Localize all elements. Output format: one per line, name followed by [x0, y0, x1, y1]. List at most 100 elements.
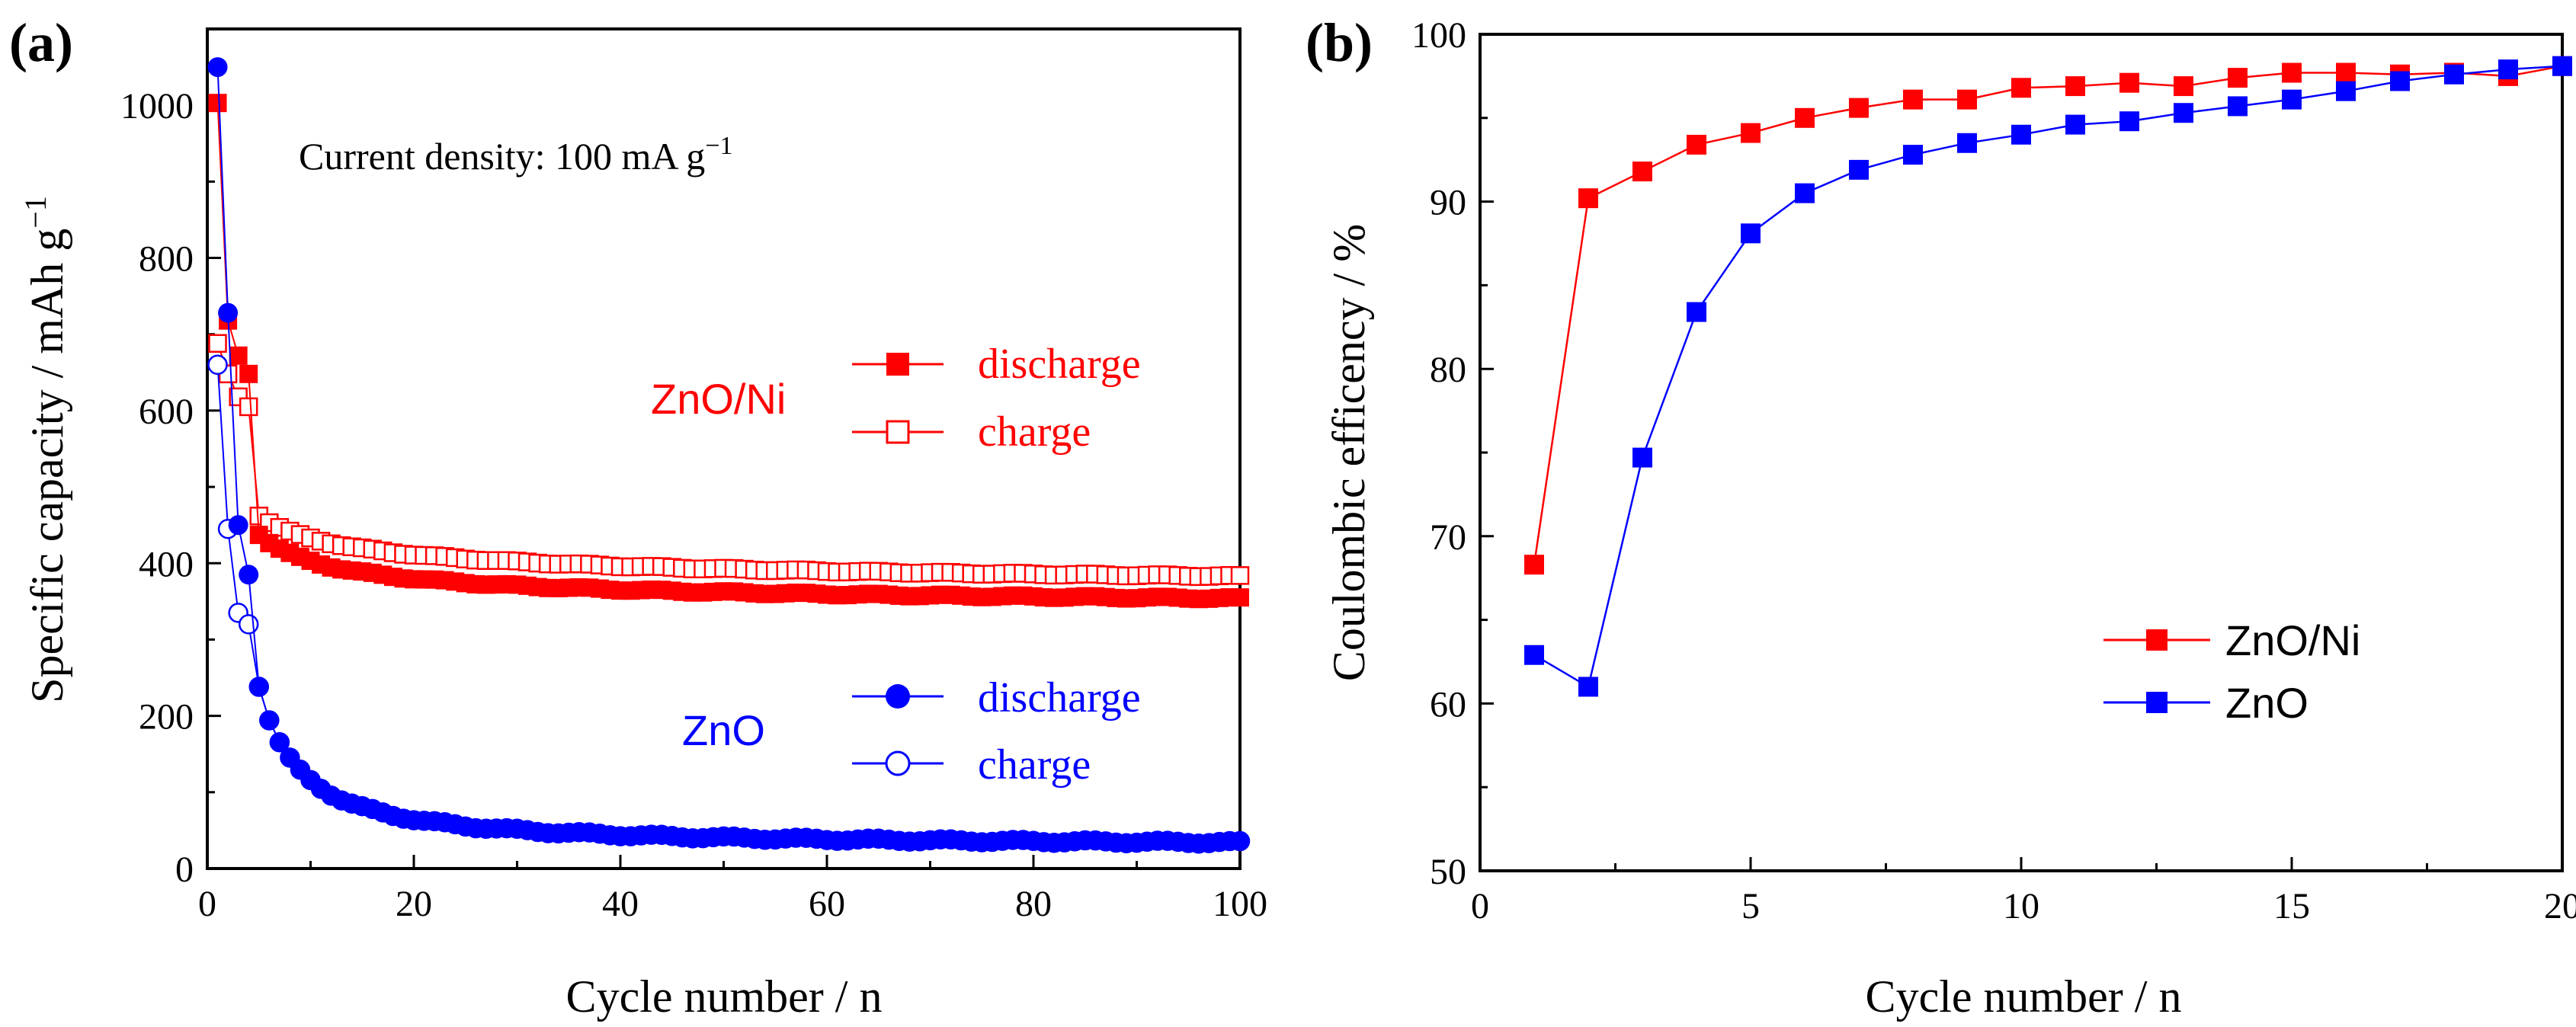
zno-discharge-point — [228, 515, 248, 536]
panel-a-y-tick-label: 400 — [139, 544, 194, 584]
panel-b-x-axis-label: Cycle number / n — [1866, 971, 2182, 1022]
current-density-annotation: Current density: 100 mA g−1 — [299, 132, 733, 178]
panel-b-legend: ZnO/Ni ZnO — [2103, 616, 2360, 727]
zno-ni-point — [2174, 76, 2193, 97]
panel-a-y-tick-label: 0 — [175, 849, 194, 890]
zno-ni-point — [2011, 78, 2031, 98]
zno-charge-point — [207, 354, 228, 376]
zno-point — [2498, 59, 2518, 80]
panel-a-x-tick-label: 0 — [198, 884, 216, 924]
panel-b-x-tick-label: 0 — [1471, 886, 1489, 926]
panel-b: (b) 0 5 10 15 20 50 60 70 80 90 100 Cycle number … — [1306, 12, 2576, 1022]
panel-a-legend-zno-ni: discharge charge — [852, 341, 1141, 456]
series-zno — [1524, 56, 2572, 697]
zno-ni-discharge-point — [1231, 588, 1249, 607]
group-label-zno: ZnO — [682, 706, 765, 754]
panel-a-label: (a) — [9, 12, 73, 73]
zno-charge-point — [238, 614, 259, 635]
zno-point — [2336, 81, 2356, 101]
zno-discharge-point — [259, 710, 280, 731]
series-zno-ni-charge — [208, 334, 1250, 587]
zno-ni-charge-point — [239, 397, 258, 417]
zno-point — [2065, 114, 2085, 135]
panel-b-x-tick-label: 5 — [1741, 886, 1760, 926]
zno-point — [2011, 124, 2031, 145]
zno-ni-point — [2228, 68, 2248, 88]
series-zno-discharge — [207, 57, 1250, 854]
zno-ni-point — [2282, 62, 2302, 83]
panel-a-x-tick-label: 80 — [1015, 884, 1052, 924]
panel-a-y-tick-label: 200 — [139, 697, 194, 737]
zno-point — [1524, 645, 1544, 665]
zno-ni-charge-point — [208, 334, 227, 353]
zno-point — [2390, 71, 2410, 91]
zno-point — [2282, 89, 2302, 110]
panel-b-y-tick-label: 50 — [1430, 852, 1466, 892]
zno-point — [2174, 103, 2193, 123]
legend-marker-zno — [2146, 692, 2167, 713]
zno-ni-charge-point — [1230, 566, 1250, 585]
zno-ni-discharge-point — [229, 346, 248, 365]
legend-marker-zno-discharge — [886, 684, 910, 709]
series-zno-ni — [1524, 56, 2572, 575]
panel-a-legend-zno: discharge charge — [852, 674, 1141, 789]
zno-point — [1795, 183, 1815, 203]
panel-a: (a) 0 20 40 60 80 100 0 200 400 600 800 1000 Cycle… — [9, 12, 1267, 1022]
panel-a-x-tick-label: 40 — [602, 884, 639, 924]
group-label-zno-ni: ZnO/Ni — [651, 375, 786, 423]
panel-b-y-axis-label: Coulombic efficency / % — [1324, 224, 1374, 681]
panel-a-x-tick-label: 20 — [396, 884, 432, 924]
series-zno-ni-discharge — [208, 94, 1249, 609]
panel-b-y-tick-label: 90 — [1430, 183, 1466, 223]
zno-ni-discharge-point — [239, 364, 258, 383]
zno-ni-point — [2119, 72, 2139, 93]
zno-ni-point — [1903, 89, 1923, 110]
zno-ni-point — [1578, 188, 1598, 209]
zno-point — [1632, 447, 1652, 468]
panel-b-y-tick-label: 60 — [1430, 684, 1466, 725]
zno-ni-point — [1849, 98, 1869, 118]
zno-ni-point — [1957, 89, 1977, 110]
legend-text-zno-ni-charge: charge — [978, 408, 1091, 456]
zno-ni-point — [1687, 134, 1706, 155]
legend-marker-zno-ni — [2146, 629, 2167, 651]
panel-a-x-axis-label: Cycle number / n — [566, 971, 883, 1022]
legend-text-zno-charge: charge — [978, 741, 1091, 789]
zno-ni-discharge-point — [208, 94, 227, 113]
panel-a-x-tick-label: 60 — [809, 884, 845, 924]
panel-b-series — [1524, 56, 2572, 697]
panel-b-x-tick-label: 10 — [2003, 886, 2039, 926]
zno-discharge-point — [218, 302, 239, 323]
zno-point — [1578, 677, 1598, 697]
zno-discharge-point — [1230, 831, 1250, 852]
panel-a-y-tick-label: 1000 — [120, 86, 194, 126]
panel-a-series — [207, 57, 1251, 854]
panel-a-y-axis-label: Specific capacity / mAh g−1 — [18, 196, 72, 703]
panel-b-y-tick-label: 80 — [1430, 350, 1466, 390]
zno-point — [1687, 302, 1706, 322]
panel-a-y-tick-label: 600 — [139, 392, 194, 432]
panel-a-y-ticks: 0 200 400 600 800 1000 — [120, 86, 221, 890]
zno-point — [1849, 159, 1869, 180]
zno-ni-point — [1632, 162, 1652, 182]
panel-b-y-tick-label: 100 — [1411, 15, 1466, 56]
panel-b-x-tick-label: 15 — [2273, 886, 2310, 926]
current-density-annotation-sup: −1 — [705, 132, 732, 160]
panel-a-y-axis-label-sup: −1 — [18, 196, 53, 229]
zno-point — [2228, 96, 2248, 117]
panel-a-x-tick-label: 100 — [1213, 884, 1267, 924]
zno-discharge-point — [248, 677, 269, 697]
panel-b-x-ticks: 0 5 10 15 20 — [1471, 857, 2576, 926]
zno-point — [2119, 111, 2139, 132]
zno-ni-point — [2336, 62, 2356, 83]
panel-b-label: (b) — [1306, 12, 1373, 73]
panel-a-y-axis-label-main: Specific capacity / mAh g — [22, 229, 72, 703]
panel-a-x-ticks: 0 20 40 60 80 100 — [198, 855, 1267, 924]
legend-text-zno-ni: ZnO/Ni — [2225, 616, 2360, 664]
zno-point — [2552, 56, 2572, 76]
zno-point — [1903, 145, 1923, 165]
panel-b-y-ticks: 50 60 70 80 90 100 — [1411, 15, 1494, 892]
zno-ni-point — [1741, 123, 1761, 143]
panel-a-y-tick-label: 800 — [139, 239, 194, 280]
